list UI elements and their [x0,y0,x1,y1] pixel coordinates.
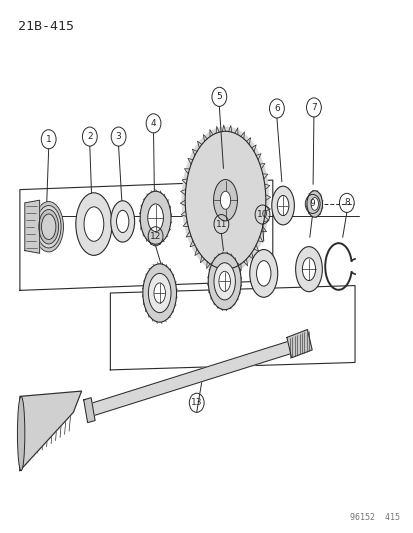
Ellipse shape [34,201,63,252]
Ellipse shape [140,191,171,244]
Text: 3: 3 [115,132,121,141]
Ellipse shape [218,271,230,292]
Text: 5: 5 [216,92,222,101]
Ellipse shape [306,191,322,217]
Polygon shape [90,340,294,416]
Ellipse shape [310,198,318,211]
Ellipse shape [147,204,163,231]
Ellipse shape [154,283,165,303]
Polygon shape [20,391,81,471]
Ellipse shape [17,397,25,471]
Text: 7: 7 [310,103,316,112]
Ellipse shape [148,273,171,313]
Polygon shape [286,329,311,358]
Ellipse shape [116,211,128,232]
Text: 21B-415: 21B-415 [18,20,74,33]
Ellipse shape [41,214,56,239]
Ellipse shape [249,249,277,297]
Ellipse shape [84,207,104,241]
Ellipse shape [256,261,270,286]
Text: 13: 13 [190,398,202,407]
Text: 9: 9 [309,199,315,208]
Polygon shape [83,398,95,423]
Text: 96152  415: 96152 415 [349,513,399,522]
Ellipse shape [181,126,269,274]
Ellipse shape [36,206,61,248]
Text: 4: 4 [150,119,156,128]
Ellipse shape [220,191,230,209]
Polygon shape [25,200,40,253]
Ellipse shape [39,209,58,244]
Ellipse shape [76,193,112,255]
Ellipse shape [277,196,288,216]
Text: 1: 1 [46,135,52,144]
Text: 8: 8 [343,198,349,207]
Text: 2: 2 [87,132,93,141]
Ellipse shape [214,263,235,300]
Text: 6: 6 [273,104,279,113]
Ellipse shape [271,186,294,225]
Ellipse shape [142,264,176,322]
Ellipse shape [295,247,322,292]
Ellipse shape [213,180,237,221]
Text: 11: 11 [215,220,227,229]
Text: 12: 12 [150,232,161,241]
Ellipse shape [301,258,315,280]
Ellipse shape [111,201,134,242]
Ellipse shape [208,253,240,310]
Text: 10: 10 [256,210,268,219]
